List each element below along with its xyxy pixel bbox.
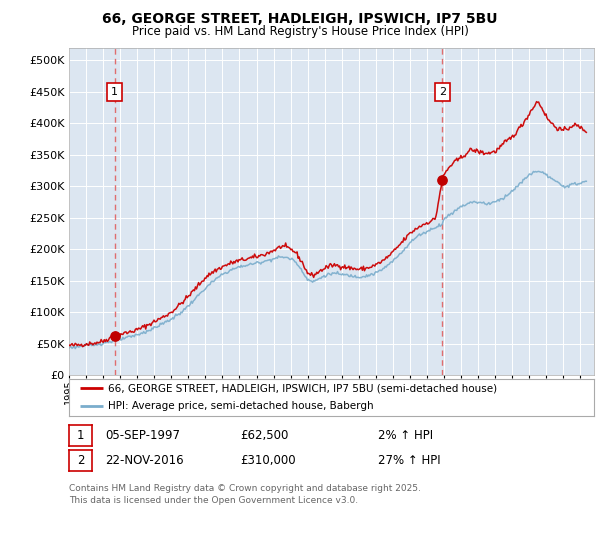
Text: Contains HM Land Registry data © Crown copyright and database right 2025.
This d: Contains HM Land Registry data © Crown c… <box>69 484 421 505</box>
Text: 66, GEORGE STREET, HADLEIGH, IPSWICH, IP7 5BU (semi-detached house): 66, GEORGE STREET, HADLEIGH, IPSWICH, IP… <box>109 383 497 393</box>
Text: 22-NOV-2016: 22-NOV-2016 <box>105 454 184 467</box>
Point <box>437 175 447 184</box>
Text: 1: 1 <box>111 87 118 97</box>
Text: 27% ↑ HPI: 27% ↑ HPI <box>378 454 440 467</box>
Text: 05-SEP-1997: 05-SEP-1997 <box>105 429 180 442</box>
Text: 2: 2 <box>439 87 446 97</box>
Text: 1: 1 <box>77 429 84 442</box>
Text: £62,500: £62,500 <box>240 429 289 442</box>
Text: 2% ↑ HPI: 2% ↑ HPI <box>378 429 433 442</box>
Text: 66, GEORGE STREET, HADLEIGH, IPSWICH, IP7 5BU: 66, GEORGE STREET, HADLEIGH, IPSWICH, IP… <box>102 12 498 26</box>
Text: 2: 2 <box>77 454 84 467</box>
Point <box>110 332 119 340</box>
Text: Price paid vs. HM Land Registry's House Price Index (HPI): Price paid vs. HM Land Registry's House … <box>131 25 469 38</box>
Text: HPI: Average price, semi-detached house, Babergh: HPI: Average price, semi-detached house,… <box>109 402 374 412</box>
Text: £310,000: £310,000 <box>240 454 296 467</box>
